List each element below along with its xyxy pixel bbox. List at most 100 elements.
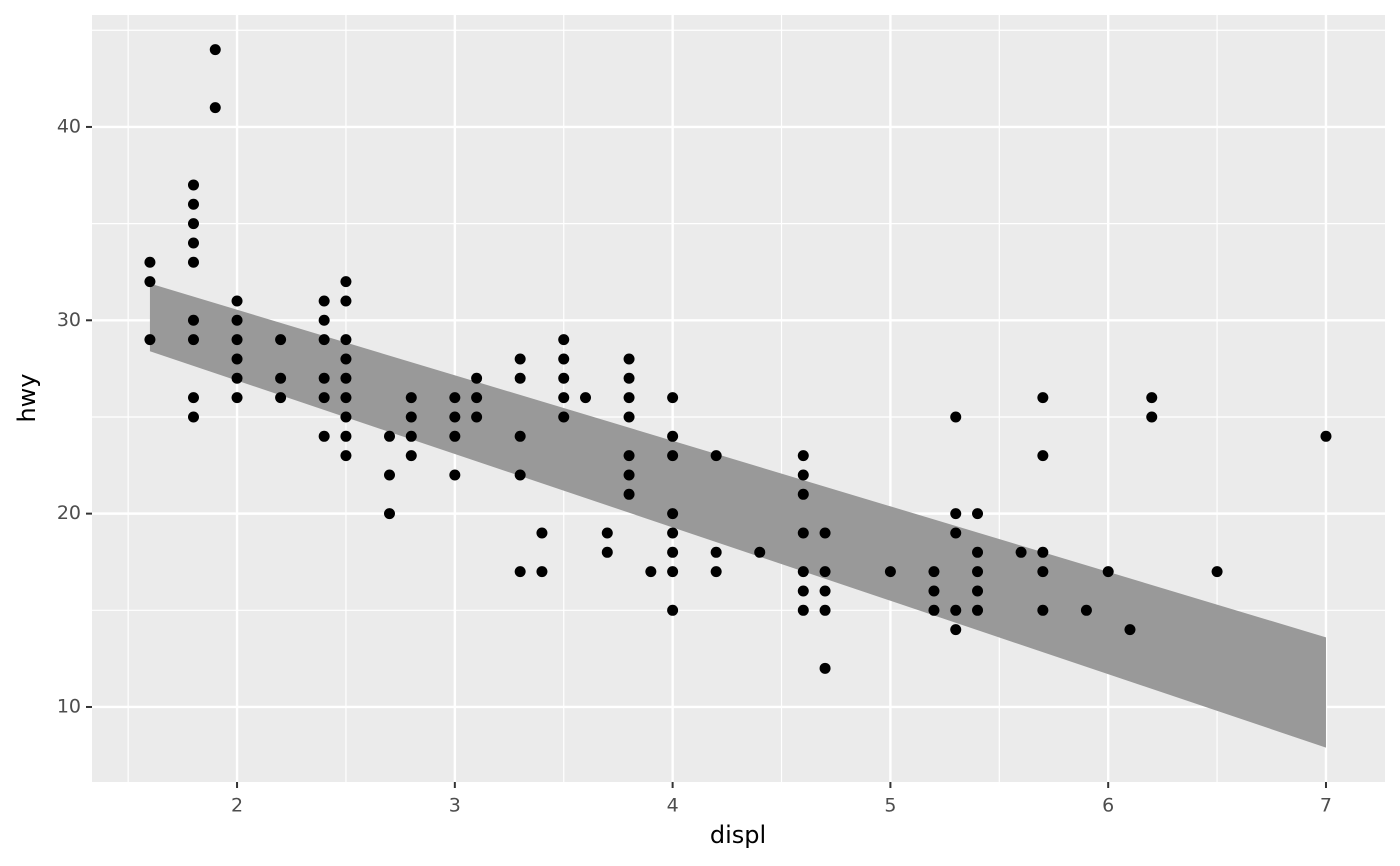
- point: [340, 353, 352, 365]
- point: [231, 295, 243, 307]
- point: [471, 411, 483, 423]
- point: [797, 604, 809, 616]
- point: [667, 430, 679, 442]
- point: [514, 353, 526, 365]
- point: [972, 585, 984, 597]
- point: [1102, 566, 1114, 578]
- point: [383, 430, 395, 442]
- point: [558, 353, 570, 365]
- point: [144, 256, 156, 268]
- point: [950, 508, 962, 520]
- point: [187, 256, 199, 268]
- point: [558, 334, 570, 346]
- point: [819, 527, 831, 539]
- x-axis-title: displ: [710, 821, 766, 849]
- point: [623, 411, 635, 423]
- point: [667, 527, 679, 539]
- point: [318, 314, 330, 326]
- point: [231, 353, 243, 365]
- point: [471, 372, 483, 384]
- point: [972, 508, 984, 520]
- point: [797, 469, 809, 481]
- point: [187, 334, 199, 346]
- y-tick-label: 10: [57, 695, 81, 717]
- point: [667, 450, 679, 462]
- x-tick-label: 7: [1320, 795, 1332, 817]
- point: [1124, 624, 1136, 636]
- point: [318, 334, 330, 346]
- point: [972, 546, 984, 558]
- point: [645, 566, 657, 578]
- point: [1146, 392, 1158, 404]
- y-tick-label: 40: [57, 115, 81, 137]
- x-tick-label: 6: [1102, 795, 1114, 817]
- point: [449, 411, 461, 423]
- point: [1211, 566, 1223, 578]
- point: [383, 469, 395, 481]
- point: [209, 44, 221, 56]
- point: [580, 392, 592, 404]
- point: [623, 469, 635, 481]
- y-axis-title: hwy: [13, 373, 41, 422]
- point: [667, 604, 679, 616]
- point: [667, 566, 679, 578]
- point: [950, 527, 962, 539]
- point: [318, 392, 330, 404]
- point: [797, 488, 809, 500]
- point: [449, 392, 461, 404]
- point: [340, 334, 352, 346]
- point: [318, 430, 330, 442]
- point: [623, 450, 635, 462]
- point: [144, 334, 156, 346]
- point: [187, 411, 199, 423]
- point: [972, 604, 984, 616]
- point: [623, 372, 635, 384]
- point: [340, 372, 352, 384]
- point: [275, 334, 287, 346]
- point: [797, 450, 809, 462]
- point: [884, 566, 896, 578]
- point: [1037, 604, 1049, 616]
- point: [667, 508, 679, 520]
- point: [1146, 411, 1158, 423]
- point: [340, 450, 352, 462]
- point: [623, 353, 635, 365]
- point: [231, 372, 243, 384]
- point: [558, 372, 570, 384]
- point: [558, 411, 570, 423]
- point: [710, 546, 722, 558]
- point: [449, 430, 461, 442]
- point: [405, 392, 417, 404]
- point: [819, 604, 831, 616]
- point: [340, 411, 352, 423]
- point: [950, 624, 962, 636]
- point: [383, 508, 395, 520]
- point: [928, 604, 940, 616]
- point: [558, 392, 570, 404]
- point: [1037, 392, 1049, 404]
- point: [187, 392, 199, 404]
- point: [819, 566, 831, 578]
- point: [819, 585, 831, 597]
- point: [1037, 546, 1049, 558]
- point: [318, 295, 330, 307]
- point: [601, 527, 613, 539]
- point: [275, 392, 287, 404]
- point: [318, 372, 330, 384]
- point: [340, 276, 352, 288]
- point: [536, 566, 548, 578]
- point: [471, 392, 483, 404]
- point: [231, 334, 243, 346]
- x-tick-label: 3: [449, 795, 461, 817]
- point: [275, 372, 287, 384]
- point: [1320, 430, 1332, 442]
- point: [405, 411, 417, 423]
- x-tick-label: 5: [884, 795, 896, 817]
- point: [819, 662, 831, 674]
- point: [1015, 546, 1027, 558]
- point: [797, 585, 809, 597]
- point: [231, 314, 243, 326]
- point: [950, 604, 962, 616]
